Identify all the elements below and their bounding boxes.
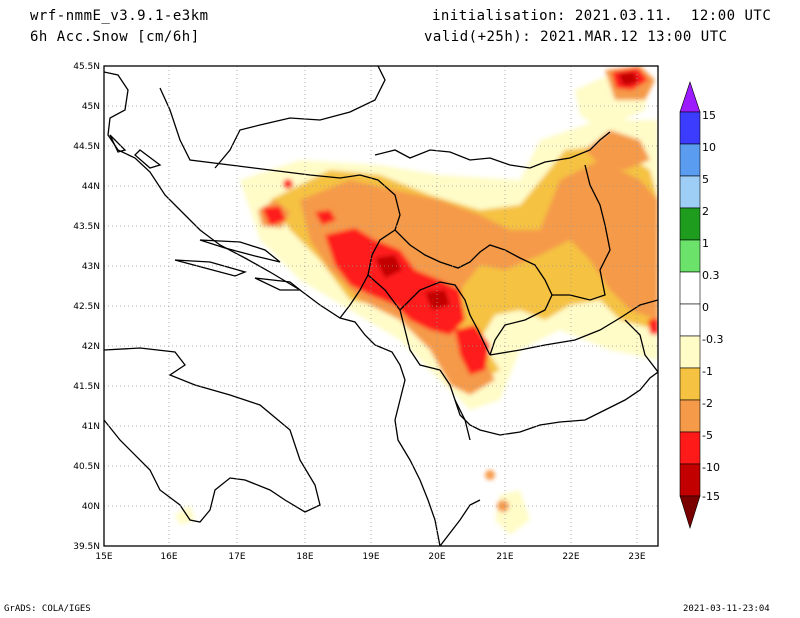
valid-time: valid(+25h): 2021.MAR.12 13:00 UTC [424,29,728,45]
legend-swatch [679,143,701,177]
lon-label: 23E [628,552,645,562]
lon-label: 17E [228,552,245,562]
legend-label: -1 [702,365,713,378]
model-title: wrf-nmmE_v3.9.1-e3km [30,8,209,24]
coastlines [104,71,481,546]
legend-swatch [679,495,701,530]
legend-swatch [679,399,701,433]
legend-swatch [679,303,701,337]
lat-label: 45N [82,102,100,112]
legend-label: -0.3 [702,333,723,346]
legend-label: -5 [702,429,713,442]
lat-label: 43N [82,262,100,272]
legend-swatch [679,463,701,497]
lat-label: 45.5N [73,62,100,72]
legend-label: 15 [702,109,716,122]
legend-swatch [679,335,701,369]
lon-label: 16E [160,552,177,562]
lat-label: 43.5N [73,222,100,232]
lat-label: 42.5N [73,302,100,312]
lon-label: 15E [95,552,112,562]
lat-label: 39.5N [73,542,100,552]
lat-label: 42N [82,342,100,352]
legend-labels: 15 10 5 2 1 0.3 0 -0.3 -1 -2 -5 -10 -15 [702,109,723,503]
footer-credit: GrADS: COLA/IGES [4,604,91,614]
lon-label: 22E [562,552,579,562]
legend-swatch [679,207,701,241]
legend-swatch [679,367,701,401]
lat-label: 40.5N [73,462,100,472]
legend-label: 0.3 [702,269,720,282]
lon-label: 20E [428,552,445,562]
lon-axis: 15E 16E 17E 18E 19E 20E 21E 22E 23E [95,552,645,562]
field-title: 6h Acc.Snow [cm/6h] [30,29,200,45]
lat-axis: 45.5N 45N 44.5N 44N 43.5N 43N 42.5N 42N … [73,62,100,552]
legend-label: 1 [702,237,709,250]
lat-label: 40N [82,502,100,512]
legend-swatch [679,111,701,145]
graticule [104,66,658,546]
lat-label: 41N [82,422,100,432]
legend-label: 2 [702,205,709,218]
legend-label: -10 [702,461,720,474]
legend-label: 5 [702,173,709,186]
map-frame [103,65,659,547]
legend-swatch [679,175,701,209]
legend-label: -15 [702,490,720,503]
legend-label: 10 [702,141,716,154]
init-time: initialisation: 2021.03.11. 12:00 UTC [432,8,772,24]
lat-label: 41.5N [73,382,100,392]
legend-label: -2 [702,397,713,410]
legend-swatch [679,81,701,113]
lat-label: 44N [82,182,100,192]
lon-label: 18E [296,552,313,562]
snow-shading [175,66,658,535]
color-legend [679,81,701,530]
legend-label: 0 [702,301,709,314]
lon-label: 21E [496,552,513,562]
legend-swatch [679,239,701,273]
lat-label: 44.5N [73,142,100,152]
legend-swatch [679,271,701,305]
footer-timestamp: 2021-03-11-23:04 [683,604,770,614]
lon-label: 19E [362,552,379,562]
legend-swatch [679,431,701,465]
